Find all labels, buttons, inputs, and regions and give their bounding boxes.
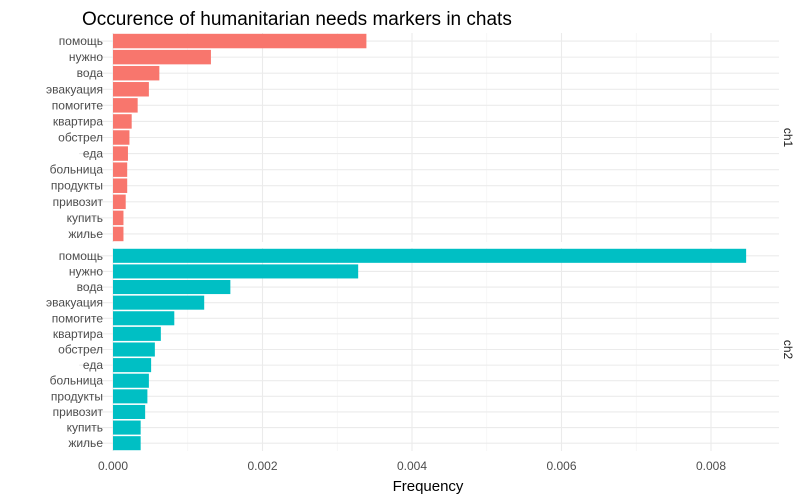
- bar-ch1-12: [113, 210, 124, 226]
- x-tick-label: 0.000: [98, 459, 128, 473]
- bar-ch1-4: [113, 82, 149, 97]
- y-tick-label: жилье: [68, 436, 103, 450]
- y-tick-label: обстрел: [58, 343, 103, 357]
- bar-ch1-3: [113, 65, 160, 81]
- bar-ch1-2: [113, 49, 211, 65]
- bar-ch1-11: [113, 194, 126, 210]
- y-tick-label: вода: [77, 66, 104, 80]
- bar-ch2-5: [113, 311, 175, 326]
- facet-strip-label: ch2: [781, 340, 795, 360]
- y-tick-label: вода: [77, 280, 104, 294]
- bar-ch2-12: [113, 420, 141, 435]
- bar-ch2-4: [113, 295, 205, 310]
- bar-ch2-1: [113, 248, 747, 263]
- y-tick-label: квартира: [53, 114, 103, 128]
- y-tick-label: привозит: [53, 195, 104, 209]
- y-tick-label: еда: [83, 358, 103, 372]
- y-tick-label: больница: [50, 374, 104, 388]
- x-tick-label: 0.004: [397, 459, 427, 473]
- y-tick-label: больница: [50, 163, 104, 177]
- facet-strip-label: ch1: [781, 128, 795, 148]
- bar-ch1-8: [113, 146, 128, 161]
- bar-ch1-9: [113, 162, 128, 177]
- bar-ch2-11: [113, 404, 146, 419]
- y-tick-label: квартира: [53, 327, 103, 341]
- bar-ch1-10: [113, 178, 128, 193]
- y-tick-label: продукты: [51, 179, 103, 193]
- bar-ch1-1: [113, 33, 367, 49]
- x-tick-label: 0.002: [247, 459, 277, 473]
- bar-ch2-2: [113, 264, 359, 279]
- x-tick-label: 0.006: [546, 459, 576, 473]
- bar-ch2-13: [113, 436, 141, 451]
- y-tick-label: продукты: [51, 389, 103, 403]
- bar-ch1-7: [113, 130, 130, 145]
- y-tick-label: привозит: [53, 405, 104, 419]
- y-tick-label: нужно: [69, 264, 103, 278]
- bar-ch2-9: [113, 373, 149, 388]
- y-tick-label: помощь: [59, 34, 103, 48]
- y-tick-label: эвакуация: [46, 296, 103, 310]
- bar-ch2-10: [113, 389, 148, 404]
- bar-ch2-7: [113, 342, 155, 357]
- y-tick-label: помогите: [52, 311, 104, 325]
- x-tick-label: 0.008: [696, 459, 726, 473]
- plot-area: помощьнужноводаэвакуацияпомогитеквартира…: [46, 33, 795, 473]
- bar-ch1-6: [113, 114, 132, 129]
- bar-ch2-6: [113, 326, 161, 341]
- bar-ch2-8: [113, 358, 152, 373]
- bar-ch2-3: [113, 280, 231, 295]
- y-tick-label: помощь: [59, 249, 103, 263]
- y-tick-label: купить: [67, 421, 103, 435]
- y-tick-label: купить: [67, 211, 103, 225]
- y-tick-label: эвакуация: [46, 82, 103, 96]
- y-tick-label: нужно: [69, 50, 103, 64]
- y-tick-label: еда: [83, 147, 103, 161]
- bar-ch1-5: [113, 98, 138, 113]
- bar-ch1-13: [113, 226, 124, 242]
- y-tick-label: помогите: [52, 98, 104, 112]
- x-axis-title: Frequency: [393, 478, 464, 494]
- chart-title: Occurence of humanitarian needs markers …: [82, 9, 512, 30]
- y-tick-label: жилье: [68, 227, 103, 241]
- y-tick-label: обстрел: [58, 131, 103, 145]
